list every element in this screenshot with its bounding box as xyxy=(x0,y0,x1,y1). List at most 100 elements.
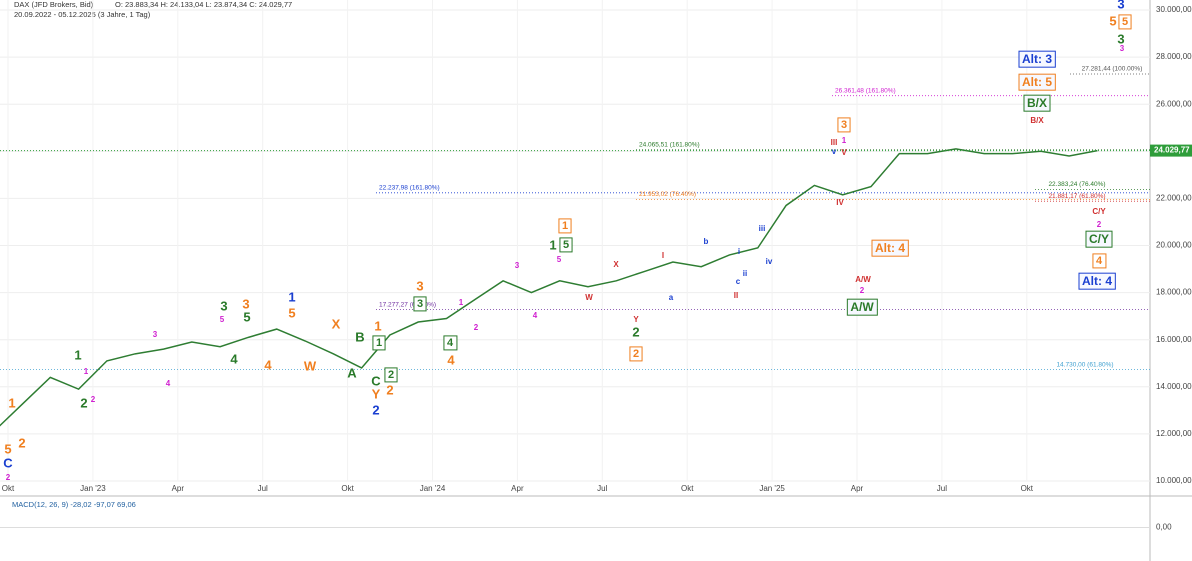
macd-title: MACD(12, 26, 9) -28,02 -97,07 69,06 xyxy=(12,500,136,509)
x-tick-label: Okt xyxy=(681,484,694,493)
wave-box xyxy=(1085,230,1113,248)
x-tick-label: Jan '25 xyxy=(759,484,785,493)
wave-label: 2 xyxy=(1097,220,1102,229)
wave-label: 2 xyxy=(386,382,393,397)
ohlc: O: 23.883,34 H: 24.133,04 L: 23.874,34 C… xyxy=(115,0,292,9)
wave-label: III xyxy=(831,138,838,147)
wave-label: C xyxy=(3,455,13,470)
wave-box xyxy=(1118,14,1132,30)
wave-box xyxy=(1092,253,1107,269)
subtitle: 20.09.2022 - 05.12.2025 (3 Jahre, 1 Tag) xyxy=(14,10,151,19)
wave-box xyxy=(443,335,458,351)
wave-label: 4 xyxy=(447,352,455,367)
wave-label: c xyxy=(736,277,741,286)
wave-box xyxy=(372,335,386,351)
wave-label: A/W xyxy=(855,275,871,284)
wave-label: Alt: 5 xyxy=(1022,75,1052,89)
level-label: 27.281,44 (100.00%) xyxy=(1082,66,1143,73)
x-tick-label: Jul xyxy=(597,484,607,493)
wave-label: 1 xyxy=(376,337,382,349)
wave-label: 3 xyxy=(1120,44,1125,53)
price-line xyxy=(0,148,1098,427)
wave-label: 2 xyxy=(474,323,479,332)
wave-box xyxy=(837,117,851,133)
x-tick-label: Jul xyxy=(937,484,947,493)
wave-box xyxy=(1078,272,1116,290)
wave-label: Y xyxy=(372,386,381,401)
wave-box xyxy=(1018,50,1056,68)
wave-label: W xyxy=(304,358,317,373)
wave-label: 2 xyxy=(632,324,639,339)
x-tick-label: Okt xyxy=(2,484,15,493)
x-tick-label: Jan '24 xyxy=(420,484,446,493)
level-label: 22.383,24 (76.40%) xyxy=(1048,181,1105,188)
x-tick-label: Okt xyxy=(341,484,354,493)
wave-label: 3 xyxy=(242,296,249,311)
wave-label: 3 xyxy=(841,119,847,131)
wave-label: W xyxy=(585,293,593,302)
x-tick-label: Apr xyxy=(851,484,864,493)
y-tick-label: 26.000,00 xyxy=(1156,99,1192,108)
wave-label: 1 xyxy=(842,136,847,145)
wave-label: 5 xyxy=(288,305,295,320)
level-label: 17.277,27 (61.80%) xyxy=(379,301,436,308)
wave-label: C/Y xyxy=(1092,207,1106,216)
wave-box xyxy=(559,237,573,253)
wave-label: B/X xyxy=(1027,96,1047,110)
wave-label: Y xyxy=(633,315,639,324)
wave-label: 5 xyxy=(4,441,11,456)
y-tick-label: 20.000,00 xyxy=(1156,241,1192,250)
wave-label: 2 xyxy=(18,435,25,450)
wave-label: ii xyxy=(743,269,747,278)
wave-label: v xyxy=(832,147,837,156)
wave-box xyxy=(846,298,878,316)
wave-label: II xyxy=(734,291,738,300)
wave-label: A/W xyxy=(850,300,874,314)
x-tick-label: Apr xyxy=(172,484,185,493)
wave-label: 1 xyxy=(549,237,556,252)
macd-tick-label: 0,00 xyxy=(1156,523,1172,532)
wave-box xyxy=(413,296,427,312)
y-tick-label: 10.000,00 xyxy=(1156,476,1192,485)
level-label: 26.361,48 (161.80%) xyxy=(835,87,896,94)
wave-label: 4 xyxy=(264,357,272,372)
wave-label: 2 xyxy=(633,348,639,360)
wave-box xyxy=(629,346,643,362)
y-tick-label: 14.000,00 xyxy=(1156,382,1192,391)
wave-label: 2 xyxy=(372,402,379,417)
y-tick-label: 12.000,00 xyxy=(1156,429,1192,438)
wave-label: 2 xyxy=(91,395,96,404)
wave-label: I xyxy=(662,251,664,260)
wave-label: 2 xyxy=(388,369,394,381)
level-label: 21.881,17 (61.80%) xyxy=(1048,193,1105,200)
wave-label: 4 xyxy=(1096,255,1103,267)
wave-label: 5 xyxy=(1109,13,1116,28)
y-tick-label: 18.000,00 xyxy=(1156,288,1192,297)
wave-label: 5 xyxy=(563,239,569,251)
y-tick-label: 28.000,00 xyxy=(1156,52,1192,61)
x-tick-label: Jul xyxy=(258,484,268,493)
wave-label: iii xyxy=(759,224,766,233)
wave-label: 5 xyxy=(220,315,225,324)
wave-label: 3 xyxy=(416,278,423,293)
wave-label: B xyxy=(355,329,364,344)
level-label: 22.237,98 (161.80%) xyxy=(379,185,440,192)
wave-label: 3 xyxy=(417,298,423,310)
wave-label: Alt: 4 xyxy=(1082,274,1112,288)
wave-label: 1 xyxy=(84,367,89,376)
level-label: 24.065,51 (161.80%) xyxy=(639,141,700,148)
wave-label: 3 xyxy=(515,261,520,270)
wave-label: 1 xyxy=(8,395,15,410)
y-tick-label: 16.000,00 xyxy=(1156,335,1192,344)
wave-label: 4 xyxy=(230,351,238,366)
wave-label: 1 xyxy=(459,298,464,307)
y-tick-label: 22.000,00 xyxy=(1156,194,1192,203)
wave-label: i xyxy=(738,247,740,256)
x-tick-label: Okt xyxy=(1021,484,1034,493)
wave-label: 2 xyxy=(6,473,11,482)
wave-label: b xyxy=(704,237,709,246)
wave-label: IV xyxy=(836,198,844,207)
wave-label: 2 xyxy=(860,286,865,295)
wave-label: B/X xyxy=(1030,116,1044,125)
